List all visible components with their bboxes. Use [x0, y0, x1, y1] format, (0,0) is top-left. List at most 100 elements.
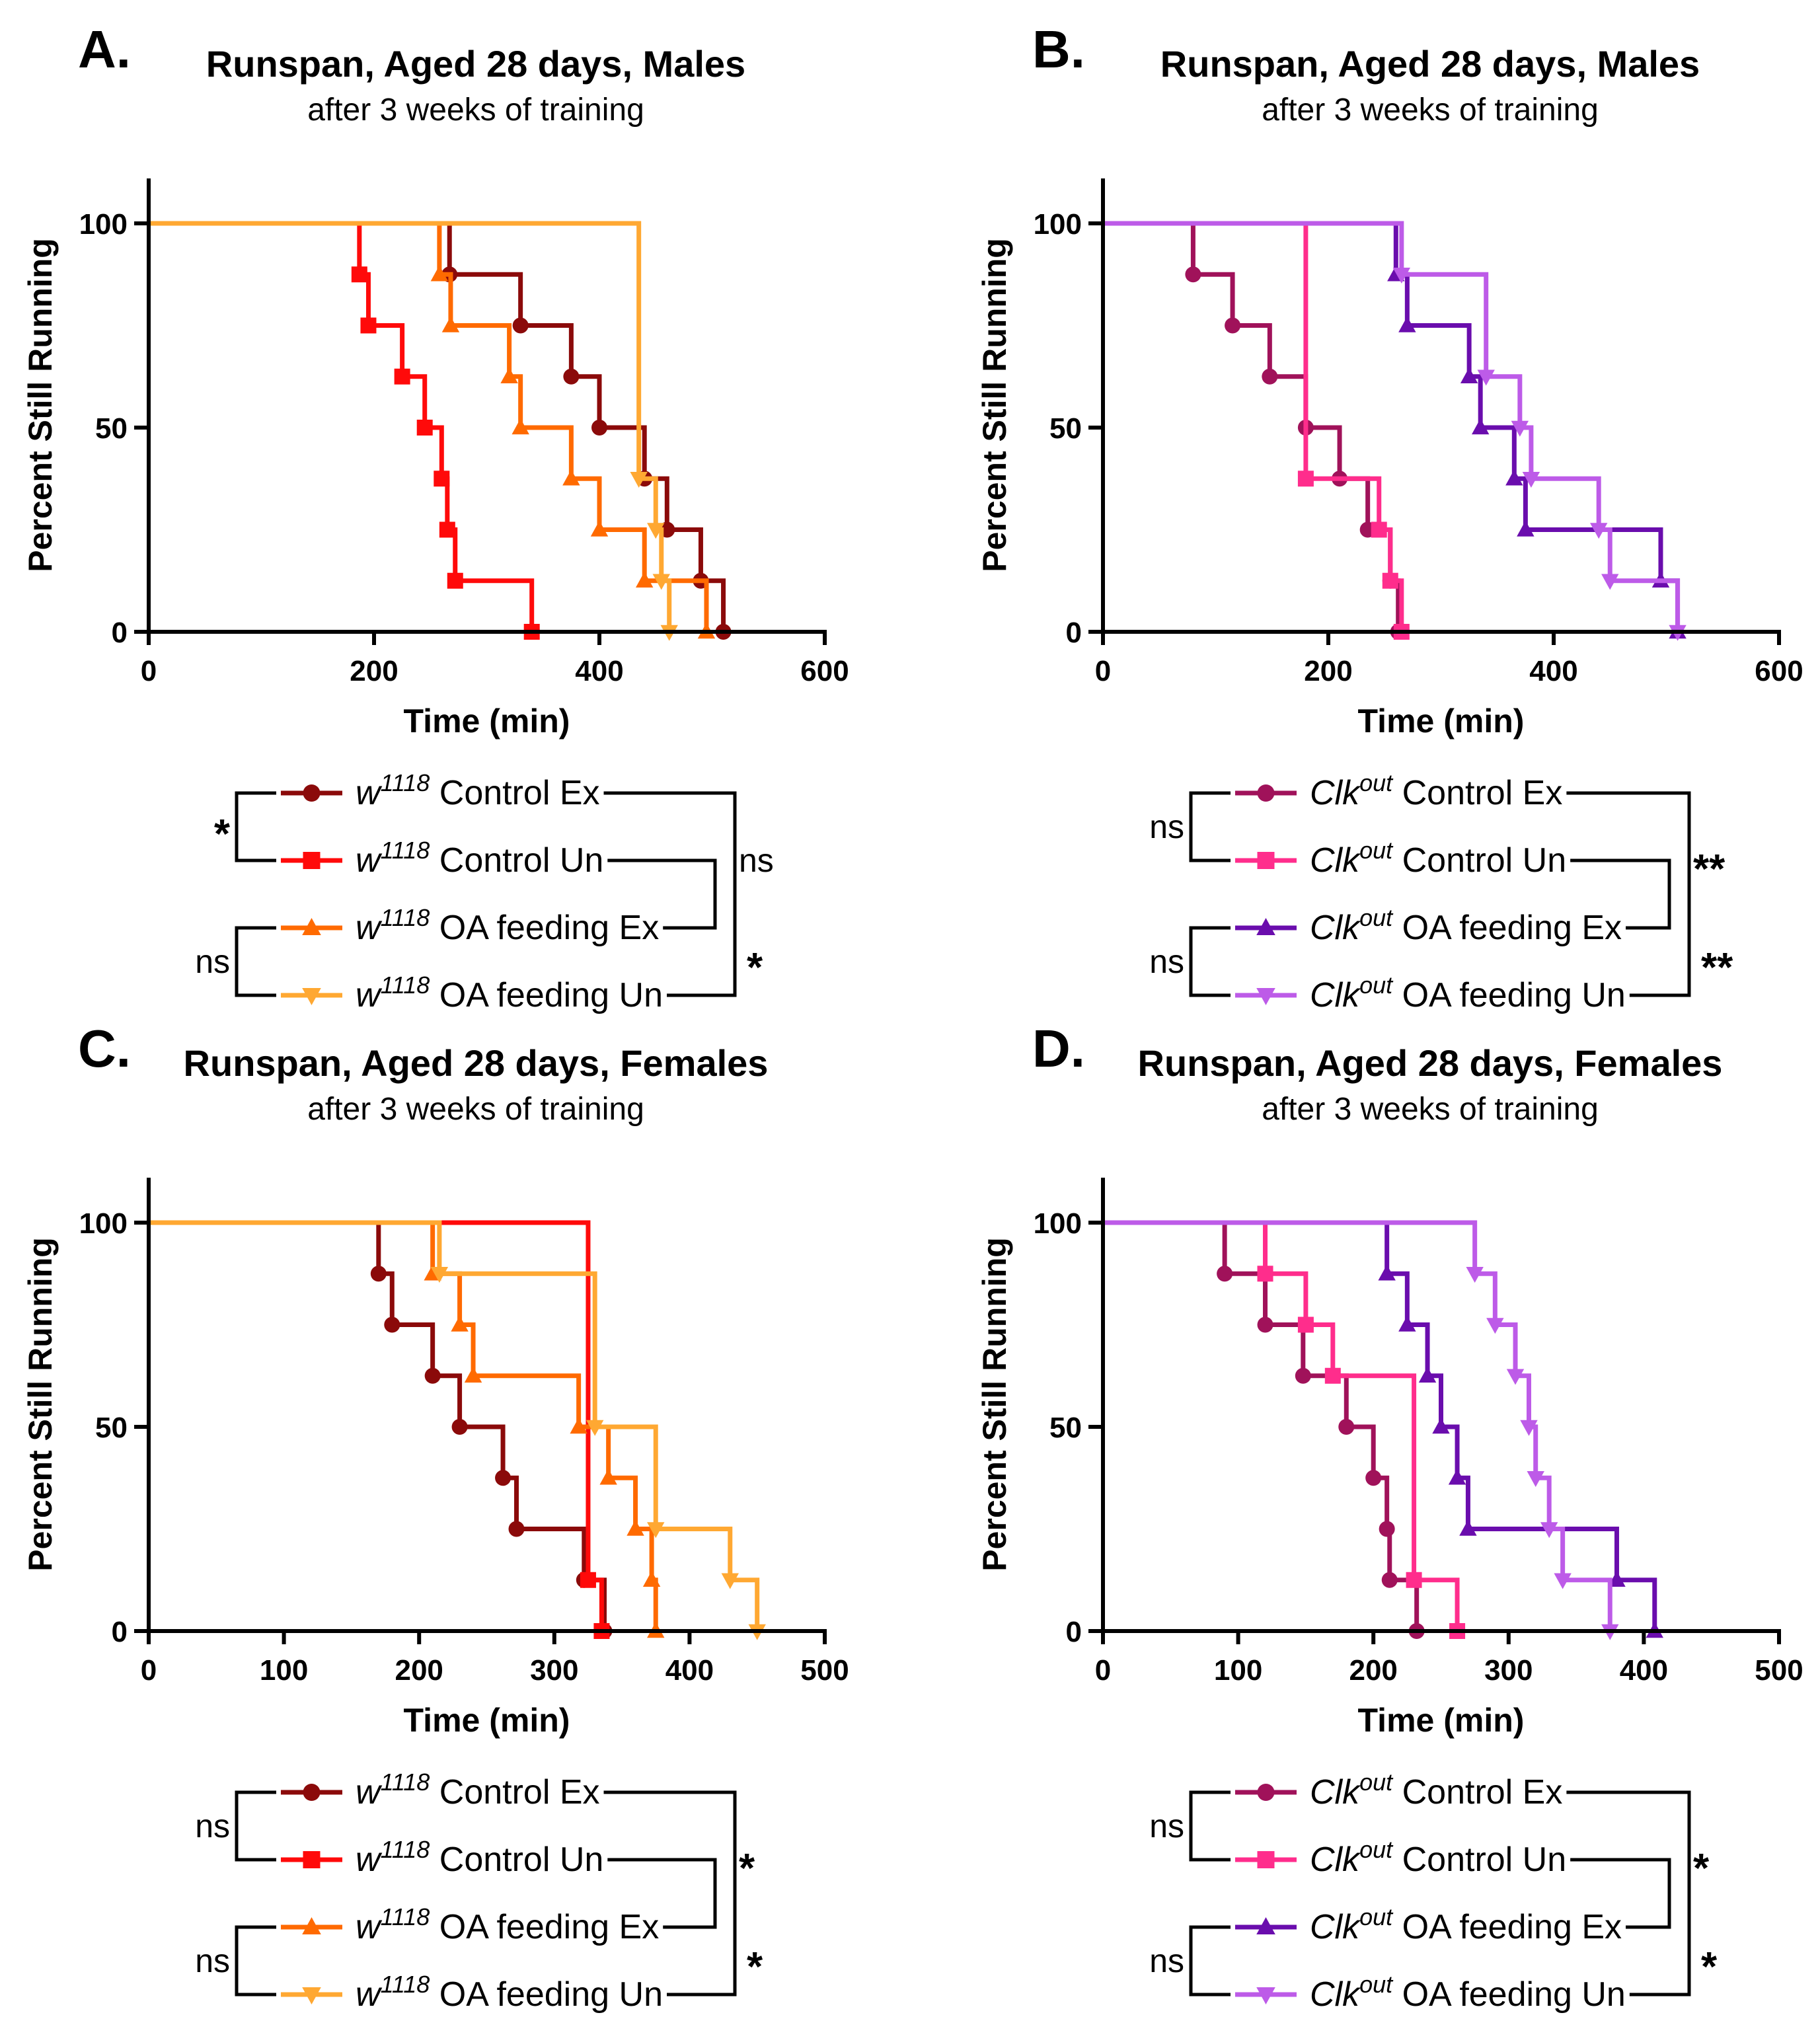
- data-point: [591, 420, 607, 436]
- data-point: [1338, 1419, 1355, 1435]
- data-point: [1185, 266, 1201, 283]
- series-1: [149, 1220, 610, 1639]
- legend-label: w1118 Control Un: [356, 1836, 603, 1879]
- data-point: [451, 1315, 469, 1332]
- legend-marker: [1257, 1851, 1275, 1868]
- data-point: [1590, 523, 1608, 539]
- sig-label-right: ns: [739, 842, 774, 879]
- bracket-left: [235, 791, 276, 862]
- data-point: [1392, 268, 1411, 284]
- y-tick-label: 50: [1049, 412, 1082, 445]
- series-1: [1103, 1220, 1466, 1639]
- data-point: [1257, 1316, 1273, 1333]
- legend-entry: w1118 OA feeding Un: [281, 1971, 663, 2014]
- data-point: [590, 520, 609, 537]
- legend-marker: [302, 918, 321, 936]
- legend-label: Clkout OA feeding Un: [1310, 1971, 1626, 2014]
- data-point: [1477, 369, 1495, 386]
- legend-label: Clkout OA feeding Un: [1310, 971, 1626, 1014]
- data-point: [1506, 1369, 1525, 1385]
- y-tick-label: 50: [95, 1412, 128, 1444]
- legend-marker: [303, 852, 321, 869]
- data-point: [570, 1418, 588, 1434]
- x-tick-label: 0: [141, 1654, 157, 1687]
- sig-label-right: **: [1701, 945, 1733, 991]
- series-line: [149, 1220, 604, 1631]
- data-point: [447, 572, 463, 589]
- legend-entry: w1118 Control Un: [281, 1836, 603, 1879]
- series-line: [1103, 1220, 1420, 1631]
- data-point: [580, 1572, 596, 1588]
- sig-label-left: *: [214, 812, 231, 857]
- panel-c: C. Runspan, Aged 28 days, Females after 3 …: [22, 1019, 849, 2014]
- x-tick-label: 600: [800, 655, 849, 687]
- data-point: [636, 571, 654, 588]
- legend: Clkout Control Ex Clkout Control Un Clkout…: [1149, 769, 1733, 1014]
- legend-marker: [302, 1917, 321, 1935]
- bracket-left: [1189, 926, 1231, 997]
- legend-label: w1118 OA feeding Ex: [356, 904, 659, 947]
- x-axis-label: Time (min): [404, 703, 570, 740]
- x-tick-label: 500: [1755, 1654, 1803, 1687]
- panel-letter: D.: [1032, 1019, 1085, 1078]
- x-tick-label: 0: [141, 655, 157, 687]
- data-point: [1217, 1266, 1233, 1282]
- data-point: [1459, 1519, 1477, 1536]
- chart-subtitle: after 3 weeks of training: [307, 93, 644, 128]
- sig-label-left: ns: [1149, 1808, 1184, 1845]
- data-point: [586, 1420, 604, 1436]
- data-point: [451, 1419, 468, 1435]
- bracket-right-inner: [607, 1858, 717, 1929]
- x-tick-label: 400: [575, 655, 623, 687]
- chart-subtitle: after 3 weeks of training: [1262, 93, 1599, 128]
- data-point: [1471, 418, 1490, 435]
- y-tick-label: 0: [1066, 617, 1082, 649]
- series-line: [1103, 221, 1404, 632]
- sig-label-left: ns: [1149, 943, 1184, 980]
- legend-entry: w1118 Control Un: [281, 837, 603, 880]
- panel-a: A. Runspan, Aged 28 days, Males after 3 we…: [22, 20, 849, 1014]
- legend-marker: [1256, 1987, 1275, 2004]
- data-point: [351, 266, 367, 283]
- bracket-left: [1189, 1790, 1231, 1862]
- x-tick-label: 200: [350, 655, 398, 687]
- data-point: [1262, 368, 1278, 385]
- y-tick-label: 100: [79, 1207, 128, 1240]
- legend-entry: Clkout OA feeding Un: [1235, 1971, 1626, 2014]
- x-axis-label: Time (min): [1358, 1702, 1525, 1739]
- data-point: [1554, 1573, 1572, 1589]
- panel-d: D. Runspan, Aged 28 days, Females after 3 …: [976, 1019, 1803, 2014]
- series-line: [149, 1220, 760, 1631]
- data-point: [394, 368, 410, 385]
- x-tick-label: 0: [1095, 1654, 1111, 1687]
- data-point: [434, 471, 450, 487]
- chart-subtitle: after 3 weeks of training: [1262, 1092, 1599, 1127]
- data-point: [416, 420, 433, 436]
- legend-label: Clkout OA feeding Ex: [1310, 1903, 1622, 1946]
- data-point: [1432, 1418, 1450, 1434]
- series-line: [1103, 1220, 1657, 1631]
- legend-marker: [303, 784, 321, 802]
- series-line: [1103, 221, 1401, 632]
- x-tick-label: 600: [1755, 655, 1803, 687]
- sig-label-right: *: [1693, 1846, 1710, 1891]
- bracket-right-inner: [1570, 858, 1671, 930]
- y-axis-label: Percent Still Running: [22, 238, 59, 572]
- data-point: [1517, 520, 1535, 537]
- chart-title: Runspan, Aged 28 days, Females: [1138, 1042, 1723, 1084]
- chart-title: Runspan, Aged 28 days, Females: [184, 1042, 769, 1084]
- y-tick-label: 100: [1034, 208, 1082, 241]
- data-point: [1520, 1420, 1538, 1436]
- data-point: [512, 317, 529, 334]
- x-tick-label: 100: [1214, 1654, 1262, 1687]
- series-0: [1103, 1220, 1425, 1639]
- legend-label: w1118 OA feeding Un: [356, 971, 663, 1014]
- data-point: [464, 1366, 482, 1383]
- series-line: [149, 221, 672, 632]
- legend-entry: Clkout Control Ex: [1235, 1769, 1562, 1811]
- series-0: [149, 1220, 613, 1639]
- data-point: [370, 1266, 387, 1282]
- data-point: [1540, 1522, 1558, 1539]
- series-2: [149, 221, 716, 639]
- data-point: [1371, 521, 1387, 538]
